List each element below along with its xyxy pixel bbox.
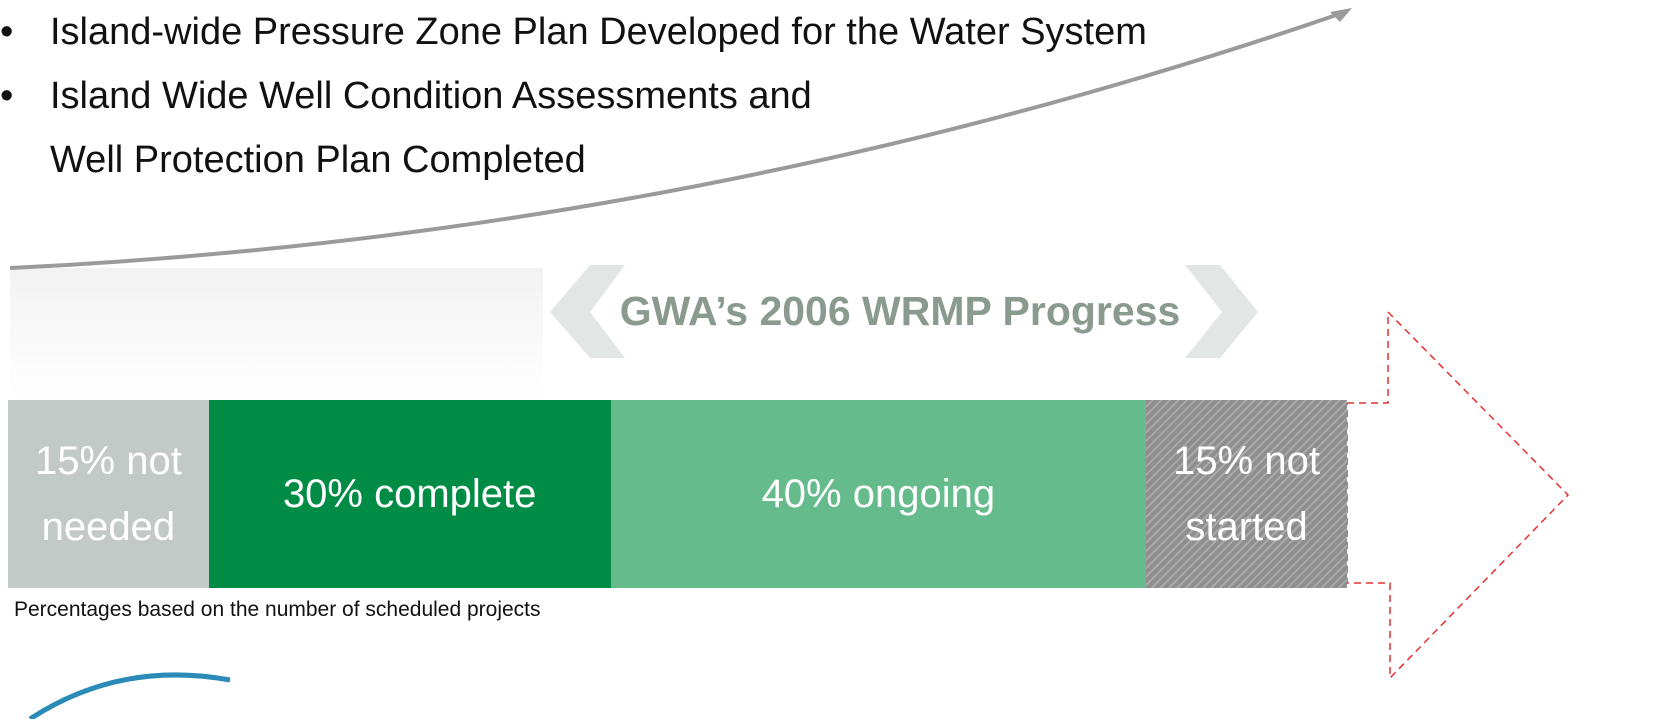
growth-curve <box>9 10 1346 270</box>
chevron-left <box>550 265 625 358</box>
footnote: Percentages based on the number of sched… <box>14 598 541 621</box>
bullet-dot: • <box>0 11 14 53</box>
bar-segment: 40% ongoing <box>610 400 1147 588</box>
bar-segment: 15% not needed <box>8 400 209 588</box>
bullet-text: Island-wide Pressure Zone Plan Developed… <box>50 11 1147 53</box>
bullet-item: • Island Wide Well Condition Assessments … <box>0 64 812 192</box>
bar-segment: 15% not started <box>1146 400 1347 588</box>
chart-title: GWA’s 2006 WRMP Progress <box>619 288 1181 334</box>
bar-segment: 30% complete <box>208 400 611 588</box>
chevron-right <box>1185 265 1258 358</box>
data-label: 40% ongoing <box>761 472 996 516</box>
bullet-text: Island Wide Well Condition Assessments a… <box>50 75 812 181</box>
data-label: 15% not needed <box>35 439 182 549</box>
bullet-dot: • <box>0 75 14 117</box>
data-label: 30% complete <box>282 472 537 516</box>
curve-arrowhead <box>1330 8 1352 22</box>
data-label: 15% not started <box>1173 439 1320 549</box>
dashed-arrow <box>1346 310 1570 680</box>
logo <box>28 672 231 719</box>
bullet-item: • Island-wide Pressure Zone Plan Develope… <box>0 0 1147 64</box>
columns <box>9 232 544 400</box>
